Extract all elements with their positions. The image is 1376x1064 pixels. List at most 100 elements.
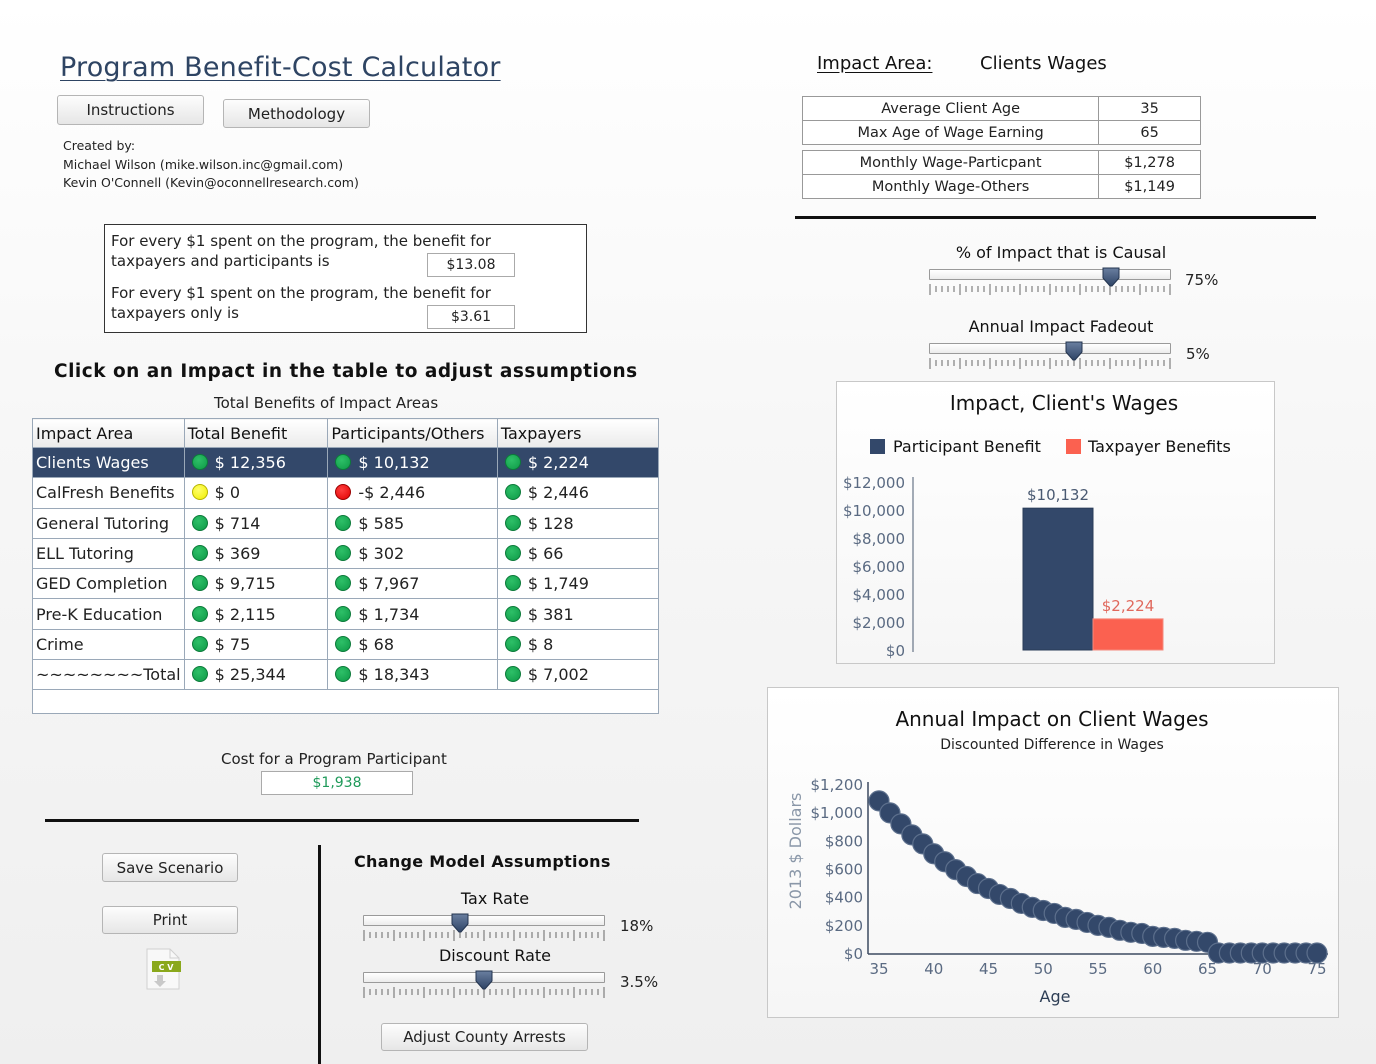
cell-taxpayers[interactable]: $ 8 [496,628,660,661]
param-value-input[interactable]: 35 [1098,96,1201,121]
cell-total-benefit[interactable]: $ 714 [183,507,329,539]
tax-rate-slider[interactable] [363,913,605,945]
cell-participants-text: $ 7,967 [358,574,420,594]
cell-impact-area[interactable]: CalFresh Benefits [32,477,185,509]
cell-participants-text: -$ 2,446 [358,483,426,503]
print-button[interactable]: Print [102,906,238,934]
instructions-button[interactable]: Instructions [57,95,204,125]
impact-area-value: Clients Wages [980,53,1107,74]
slider-track[interactable] [929,343,1171,354]
cell-taxpayers[interactable]: $ 128 [496,507,660,539]
cell-impact-area-text: Crime [36,634,84,654]
param-value-input[interactable]: $1,278 [1098,150,1201,175]
cell-participants[interactable]: $ 68 [327,628,498,661]
bar-y-tick-label: $8,000 [853,530,906,548]
column-header-participants[interactable]: Participants/Others [327,418,498,448]
discount-rate-slider[interactable] [363,970,605,1002]
cell-impact-area[interactable]: ELL Tutoring [32,537,185,570]
save-scenario-button[interactable]: Save Scenario [102,853,238,882]
params-table-wages: Monthly Wage-Particpant $1,278 Monthly W… [801,150,1201,199]
slider-thumb[interactable] [451,913,469,933]
column-header-taxpayers[interactable]: Taxpayers [496,418,660,448]
bar-y-tick-label: $6,000 [853,558,906,576]
cell-participants-text: $ 18,343 [358,665,430,685]
credit-author-2: Kevin O'Connell (Kevin@oconnellresearch.… [63,175,359,190]
cell-total-benefit[interactable]: $ 0 [183,477,329,509]
table-row[interactable]: ELL Tutoring $ 369 $ 302 $ 66 [32,537,660,570]
impact-area-label: Impact Area: [817,53,933,74]
csv-download-icon[interactable]: C V [146,948,182,990]
cell-participants[interactable]: $ 1,734 [327,598,498,630]
cell-taxpayers[interactable]: $ 381 [496,598,660,630]
table-row[interactable]: Pre-K Education $ 2,115 $ 1,734 $ 381 [32,598,660,630]
table-row[interactable]: ~~~~~~~~Total $ 25,344 $ 18,343 $ 7,002 [32,659,660,691]
cell-total-benefit[interactable]: $ 2,115 [183,598,329,630]
tax-rate-label: Tax Rate [460,889,530,908]
fadeout-slider[interactable] [929,341,1171,373]
slider-thumb[interactable] [1065,341,1083,361]
slider-thumb[interactable] [475,970,493,990]
table-row[interactable]: CalFresh Benefits $ 0 -$ 2,446 $ 2,446 [32,477,660,509]
impact-bar-chart: Impact, Client's Wages Participant Benef… [836,381,1275,664]
param-value-input[interactable]: $1,149 [1098,174,1201,199]
cell-taxpayers[interactable]: $ 7,002 [496,659,660,691]
cell-impact-area[interactable]: General Tutoring [32,507,185,539]
status-indicator-green-icon [335,635,352,652]
param-value-input[interactable]: 65 [1098,120,1201,145]
cell-participants[interactable]: -$ 2,446 [327,477,498,509]
table-row[interactable]: Clients Wages $ 12,356 $ 10,132 $ 2,224 [32,446,660,479]
cell-impact-area[interactable]: ~~~~~~~~Total [32,659,185,691]
cell-total-benefit[interactable]: $ 25,344 [183,659,329,691]
legend-swatch-participant [870,439,885,454]
annual-impact-chart: Annual Impact on Client Wages Discounted… [767,687,1339,1018]
slider-thumb[interactable] [1102,267,1120,287]
param-name: Monthly Wage-Others [801,174,1100,199]
cell-taxpayers[interactable]: $ 66 [496,537,660,570]
cell-participants[interactable]: $ 10,132 [327,446,498,479]
legend-swatch-taxpayer [1066,439,1081,454]
column-header-impact-area[interactable]: Impact Area [32,418,185,448]
cell-impact-area[interactable]: GED Completion [32,568,185,600]
cell-total-benefit[interactable]: $ 12,356 [183,446,329,479]
param-name: Monthly Wage-Particpant [801,150,1100,175]
scatter-x-tick-label: 35 [869,960,888,978]
scatter-chart-subtitle: Discounted Difference in Wages [940,737,1164,753]
status-indicator-green-icon [191,575,208,592]
param-name: Average Client Age [801,96,1100,121]
table-row[interactable]: GED Completion $ 9,715 $ 7,967 $ 1,749 [32,568,660,600]
cell-participants[interactable]: $ 585 [327,507,498,539]
scatter-point[interactable] [1306,942,1328,964]
slider-track[interactable] [929,269,1171,280]
divider-right [795,216,1316,219]
cell-taxpayers[interactable]: $ 1,749 [496,568,660,600]
cell-participants[interactable]: $ 18,343 [327,659,498,691]
cell-taxpayers[interactable]: $ 2,224 [496,446,660,479]
cell-impact-area[interactable]: Pre-K Education [32,598,185,630]
causal-slider[interactable] [929,267,1171,299]
column-header-total-benefit[interactable]: Total Benefit [183,418,329,448]
cell-total-benefit[interactable]: $ 75 [183,628,329,661]
scatter-y-tick-label: $1,200 [811,776,864,794]
methodology-button[interactable]: Methodology [223,99,370,128]
status-indicator-green-icon [191,454,208,471]
table-row[interactable]: Crime $ 75 $ 68 $ 8 [32,628,660,661]
status-indicator-green-icon [191,605,208,622]
cell-impact-area[interactable]: Crime [32,628,185,661]
cell-participants[interactable]: $ 7,967 [327,568,498,600]
cell-impact-area-text: Clients Wages [36,453,149,473]
cell-impact-area-text: ELL Tutoring [36,544,134,564]
adjust-county-arrests-button[interactable]: Adjust County Arrests [381,1023,588,1051]
slider-track[interactable] [363,915,605,926]
bar-taxpayer[interactable] [1092,618,1164,651]
cell-taxpayers-text: $ 2,446 [527,483,589,503]
cell-total-benefit[interactable]: $ 369 [183,537,329,570]
cell-participants[interactable]: $ 302 [327,537,498,570]
param-row: Monthly Wage-Particpant $1,278 [801,150,1201,175]
discount-rate-value: 3.5% [620,973,659,991]
cell-taxpayers[interactable]: $ 2,446 [496,477,660,509]
table-row[interactable]: General Tutoring $ 714 $ 585 $ 128 [32,507,660,539]
cell-impact-area[interactable]: Clients Wages [32,446,185,479]
cell-total-benefit[interactable]: $ 9,715 [183,568,329,600]
param-name: Max Age of Wage Earning [801,120,1100,145]
bar-participant[interactable] [1022,507,1094,651]
